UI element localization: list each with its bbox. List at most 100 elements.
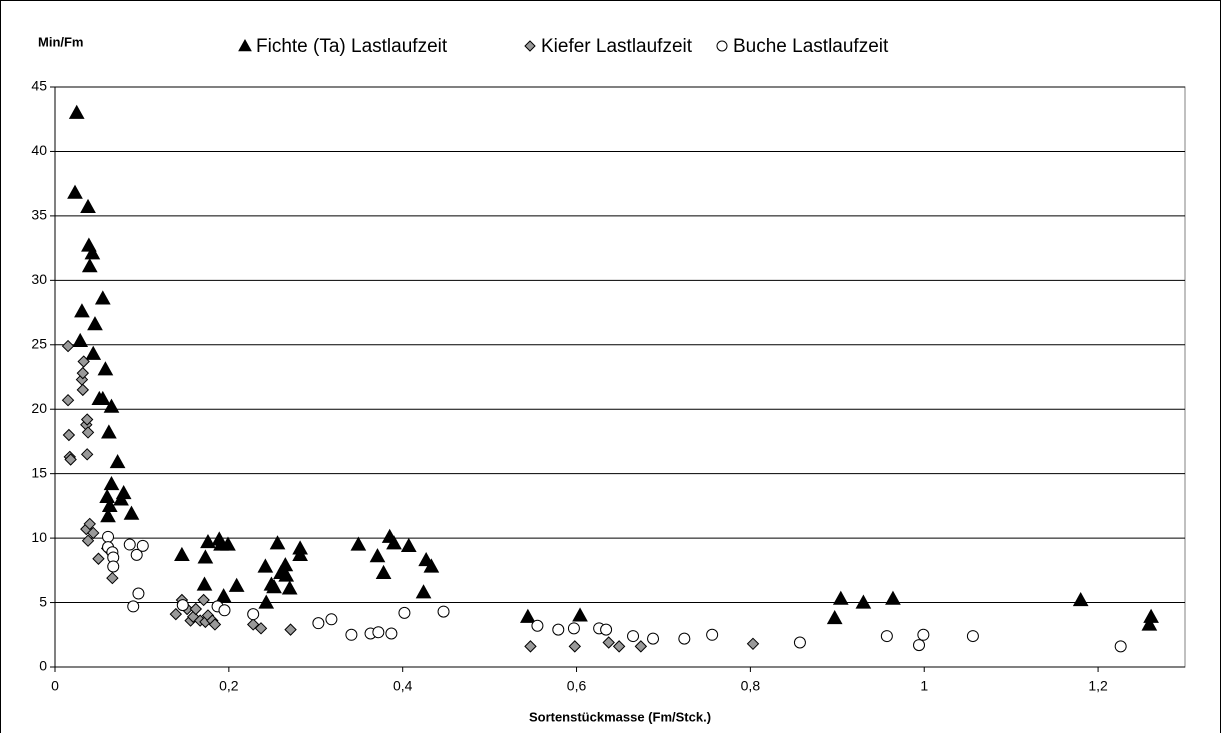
circle-marker bbox=[372, 626, 385, 639]
triangle-marker bbox=[81, 258, 98, 273]
circle-marker bbox=[552, 623, 565, 636]
diamond-marker bbox=[64, 453, 77, 466]
triangle-marker bbox=[423, 558, 440, 573]
x-tick-label: 0,8 bbox=[741, 678, 761, 694]
triangle-marker bbox=[257, 558, 274, 573]
circle-marker bbox=[678, 632, 691, 645]
circle-marker bbox=[706, 628, 719, 641]
circle-marker bbox=[136, 539, 149, 552]
legend-label: Fichte (Ta) Lastlaufzeit bbox=[256, 36, 448, 57]
circle-marker bbox=[567, 622, 580, 635]
diamond-marker bbox=[80, 448, 94, 461]
circle-marker bbox=[102, 530, 115, 543]
triangle-marker bbox=[74, 303, 90, 318]
triangle-marker bbox=[196, 576, 213, 591]
triangle-marker bbox=[103, 398, 120, 413]
circle-marker bbox=[325, 613, 338, 626]
triangle-marker bbox=[238, 38, 252, 52]
diamond-marker bbox=[208, 618, 222, 631]
diamond-marker bbox=[612, 640, 626, 653]
triangle-marker bbox=[572, 607, 588, 622]
triangle-marker bbox=[369, 548, 386, 563]
circle-marker bbox=[1114, 640, 1127, 653]
triangle-marker bbox=[292, 546, 308, 561]
diamond-marker bbox=[284, 623, 297, 636]
triangle-marker bbox=[258, 594, 275, 609]
circle-marker bbox=[600, 623, 613, 636]
y-tick-label: 20 bbox=[31, 400, 47, 416]
triangle-marker bbox=[415, 584, 432, 599]
triangle-marker bbox=[67, 184, 83, 199]
triangle-marker bbox=[197, 549, 214, 564]
circle-marker bbox=[716, 40, 728, 52]
plot-area bbox=[54, 86, 1186, 668]
y-axis-label: Min/Fm bbox=[38, 34, 84, 49]
triangle-marker bbox=[832, 590, 849, 605]
triangle-marker bbox=[278, 567, 295, 582]
diamond-marker bbox=[61, 339, 75, 353]
x-tick-label: 1,2 bbox=[1088, 678, 1108, 694]
diamond-marker bbox=[634, 640, 648, 653]
y-tick-label: 40 bbox=[31, 142, 47, 158]
triangle-marker bbox=[855, 594, 872, 609]
triangle-marker bbox=[885, 590, 901, 605]
circle-marker bbox=[312, 617, 325, 630]
triangle-marker bbox=[220, 536, 236, 551]
diamond-marker bbox=[81, 534, 95, 547]
triangle-marker bbox=[826, 609, 843, 625]
circle-marker bbox=[345, 628, 358, 641]
y-tick-label: 5 bbox=[39, 593, 47, 609]
y-tick-label: 45 bbox=[31, 78, 47, 94]
triangle-marker bbox=[113, 491, 129, 506]
triangle-marker bbox=[228, 577, 245, 592]
triangle-marker bbox=[350, 536, 367, 551]
triangle-marker bbox=[200, 533, 216, 549]
triangle-marker bbox=[269, 535, 286, 550]
y-tick-label: 10 bbox=[31, 529, 47, 545]
triangle-marker bbox=[400, 537, 417, 552]
triangle-marker bbox=[99, 488, 116, 503]
triangle-marker bbox=[103, 475, 120, 491]
circle-marker bbox=[385, 627, 398, 640]
circle-marker bbox=[913, 639, 926, 652]
diamond-marker bbox=[746, 637, 760, 651]
triangle-marker bbox=[174, 546, 190, 561]
diamond-marker bbox=[80, 413, 94, 426]
triangle-marker bbox=[281, 580, 298, 595]
triangle-marker bbox=[520, 608, 536, 623]
circle-marker bbox=[107, 560, 120, 573]
y-tick-label: 25 bbox=[31, 335, 47, 351]
circle-marker bbox=[398, 606, 411, 619]
circle-marker bbox=[880, 630, 893, 643]
circle-marker bbox=[966, 630, 979, 643]
triangle-marker bbox=[1141, 616, 1158, 631]
y-tick-label: 35 bbox=[31, 207, 47, 223]
diamond-marker bbox=[77, 355, 90, 368]
triangle-marker bbox=[123, 505, 140, 520]
diamond-marker bbox=[81, 426, 95, 439]
triangle-marker bbox=[85, 345, 102, 360]
diamond-marker bbox=[76, 383, 90, 397]
triangle-marker bbox=[266, 579, 282, 594]
triangle-marker bbox=[94, 290, 111, 305]
circle-marker bbox=[247, 608, 260, 621]
diamond-marker bbox=[568, 640, 582, 653]
diamond-marker bbox=[524, 640, 537, 653]
y-tick-label: 30 bbox=[31, 271, 47, 287]
circle-marker bbox=[627, 630, 640, 643]
triangle-marker bbox=[100, 508, 116, 523]
diamond-marker bbox=[76, 366, 90, 380]
diamond-marker bbox=[87, 526, 100, 540]
triangle-marker bbox=[1072, 591, 1089, 607]
triangle-marker bbox=[72, 332, 89, 348]
diamond-marker bbox=[254, 622, 268, 635]
circle-marker bbox=[647, 632, 660, 645]
diamond-marker bbox=[62, 428, 76, 442]
triangle-marker bbox=[101, 424, 117, 439]
circle-marker bbox=[176, 599, 189, 612]
diamond-marker bbox=[189, 602, 203, 616]
triangle-marker bbox=[97, 361, 114, 376]
x-tick-label: 0,4 bbox=[393, 678, 413, 694]
circle-marker bbox=[130, 548, 143, 561]
y-tick-label: 15 bbox=[31, 464, 47, 480]
